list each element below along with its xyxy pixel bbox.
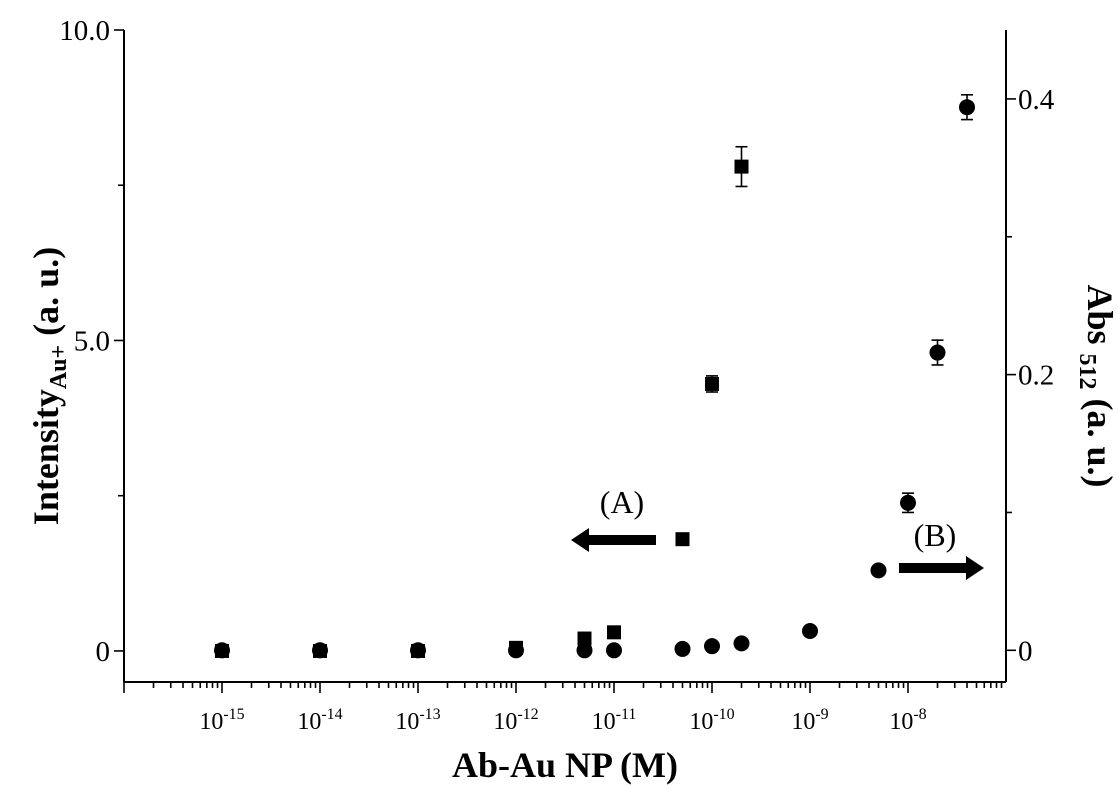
- data-marks: [214, 93, 976, 659]
- x-tick-label: 10-8: [889, 706, 926, 735]
- ticks: 10-15 10-14 10-13 10-12 10-11 10-10 10-9 10-8 0 5…: [59, 15, 1055, 735]
- circle-point: [576, 642, 593, 659]
- circle-point: [214, 642, 230, 659]
- y-left-tick-label: 10.0: [59, 15, 110, 47]
- circle-point: [959, 99, 976, 116]
- square-point: [675, 532, 690, 547]
- y-right-tick-label: 0.4: [1018, 84, 1055, 116]
- x-tick-label: 10-15: [199, 706, 244, 735]
- annotations: (A) (B): [571, 484, 984, 580]
- y-right-tick-label: 0: [1018, 635, 1033, 667]
- annotation-b-label: (B): [914, 517, 957, 553]
- axes: [123, 30, 1007, 683]
- circle-point: [508, 642, 524, 659]
- x-tick-label: 10-13: [395, 706, 440, 735]
- circle-point: [312, 642, 328, 659]
- y-right-tick-label: 0.2: [1018, 360, 1054, 392]
- x-tick-label: 10-14: [297, 706, 342, 735]
- square-point: [734, 159, 749, 174]
- arrow-right-icon: [899, 556, 984, 580]
- y-right-axis-title: Abs 512 (a. u.): [1074, 284, 1118, 487]
- circle-point: [900, 494, 916, 511]
- square-point: [577, 631, 592, 646]
- square-point: [607, 625, 621, 640]
- circle-point: [674, 640, 691, 657]
- circle-point: [733, 635, 750, 652]
- y-left-tick-label: 0: [96, 636, 111, 668]
- arrow-left-icon: [571, 528, 656, 552]
- circle-point: [606, 642, 622, 659]
- x-tick-label: 10-11: [592, 706, 637, 735]
- circle-point: [410, 642, 426, 659]
- circle-point: [704, 638, 720, 655]
- x-tick-label: 10-9: [791, 706, 828, 735]
- circle-point: [802, 622, 818, 639]
- x-tick-label: 10-10: [689, 706, 734, 735]
- x-axis-title: Ab-Au NP (M): [452, 745, 678, 785]
- circle-point: [929, 344, 946, 361]
- square-point: [705, 376, 719, 391]
- y-left-axis-title: IntensityAu+ (a. u.): [26, 247, 72, 525]
- circle-point: [870, 562, 887, 579]
- y-left-tick-label: 5.0: [74, 325, 110, 357]
- x-tick-label: 10-12: [493, 706, 538, 735]
- annotation-a-label: (A): [600, 484, 644, 520]
